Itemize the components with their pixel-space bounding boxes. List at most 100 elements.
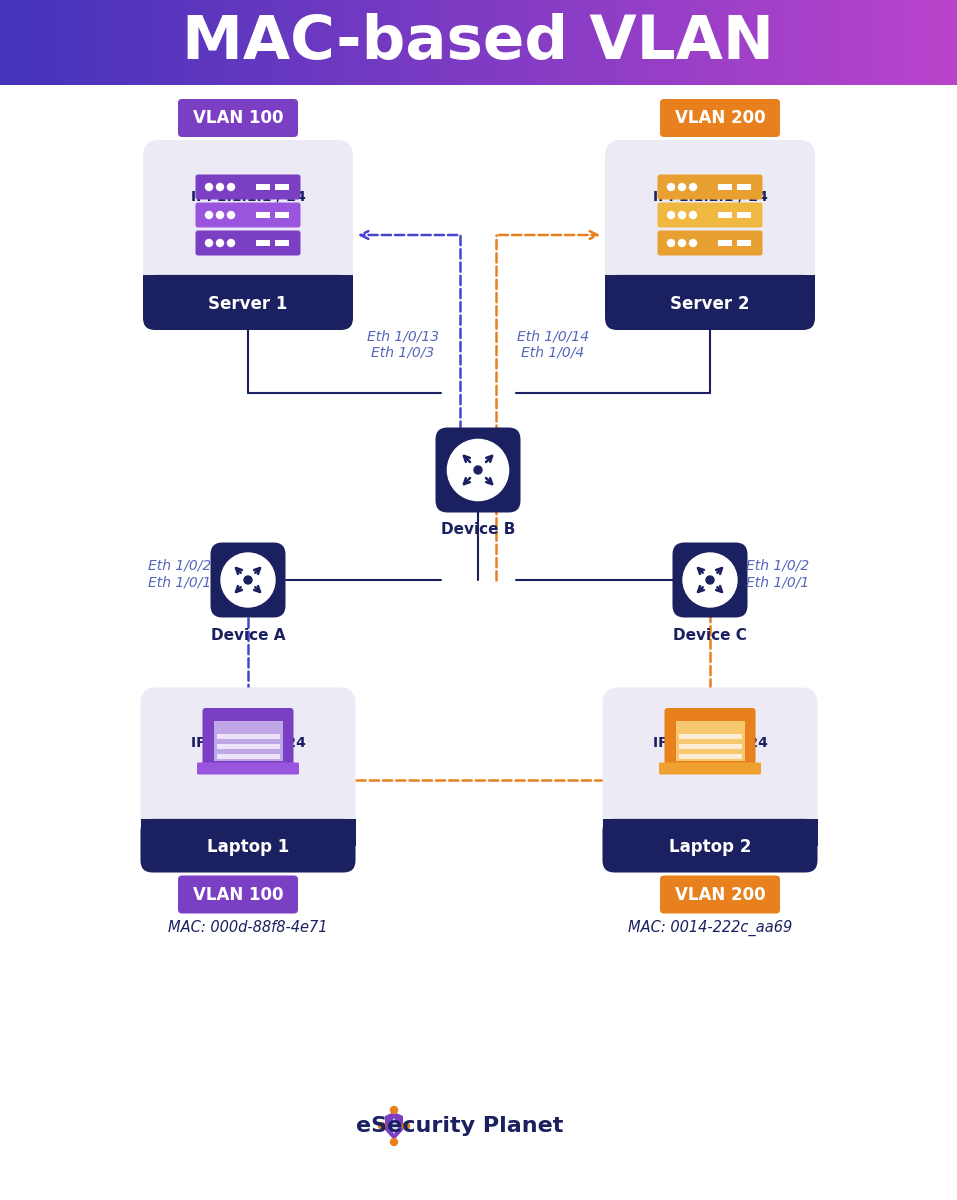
Circle shape (474, 466, 482, 474)
Circle shape (667, 211, 675, 218)
FancyBboxPatch shape (195, 230, 300, 256)
Circle shape (689, 184, 697, 191)
Text: VLAN 200: VLAN 200 (675, 109, 766, 127)
Circle shape (689, 240, 697, 246)
Bar (679, 744, 742, 749)
Text: Device C: Device C (673, 628, 746, 642)
FancyBboxPatch shape (195, 203, 300, 228)
Text: MAC: 000d-88f8-4e71: MAC: 000d-88f8-4e71 (168, 920, 327, 935)
Circle shape (448, 439, 508, 500)
FancyBboxPatch shape (603, 818, 817, 872)
Circle shape (683, 553, 737, 607)
Text: VLAN 100: VLAN 100 (192, 109, 283, 127)
Circle shape (679, 240, 685, 246)
Circle shape (379, 1122, 386, 1129)
Bar (679, 734, 742, 739)
FancyBboxPatch shape (659, 762, 761, 774)
Bar (216, 754, 279, 758)
Text: Eth 1/0/2
Eth 1/0/1: Eth 1/0/2 Eth 1/0/1 (148, 559, 211, 589)
Text: Device A: Device A (211, 628, 285, 642)
Text: Server 2: Server 2 (670, 294, 749, 312)
Text: IP: 1.1.1.2 / 24: IP: 1.1.1.2 / 24 (190, 736, 305, 750)
Bar (275, 184, 289, 190)
FancyBboxPatch shape (657, 230, 763, 256)
Circle shape (244, 576, 252, 584)
Circle shape (206, 240, 212, 246)
Bar (676, 721, 745, 761)
Polygon shape (385, 1112, 403, 1140)
FancyBboxPatch shape (657, 174, 763, 199)
Text: VLAN 200: VLAN 200 (675, 886, 766, 904)
Circle shape (679, 184, 685, 191)
Bar (256, 240, 270, 246)
FancyBboxPatch shape (605, 140, 815, 330)
FancyBboxPatch shape (141, 818, 355, 872)
Text: Eth 1/0/14
Eth 1/0/4: Eth 1/0/14 Eth 1/0/4 (517, 329, 590, 360)
Bar (256, 184, 270, 190)
Bar (737, 212, 751, 218)
Text: Device B: Device B (441, 522, 515, 538)
Circle shape (667, 240, 675, 246)
Text: Server 1: Server 1 (209, 294, 288, 312)
FancyBboxPatch shape (603, 688, 817, 872)
Text: IP: 1.1.2.2 / 24: IP: 1.1.2.2 / 24 (653, 736, 768, 750)
Bar (718, 184, 732, 190)
Circle shape (206, 184, 212, 191)
Text: Eth 1/0/2
Eth 1/0/1: Eth 1/0/2 Eth 1/0/1 (746, 559, 810, 589)
Circle shape (706, 576, 714, 584)
Circle shape (206, 211, 212, 218)
FancyBboxPatch shape (664, 708, 755, 772)
FancyBboxPatch shape (657, 203, 763, 228)
Circle shape (390, 1106, 397, 1114)
Bar (275, 212, 289, 218)
Text: MAC-based VLAN: MAC-based VLAN (182, 13, 774, 72)
FancyBboxPatch shape (178, 98, 298, 137)
Circle shape (228, 184, 234, 191)
Bar (275, 240, 289, 246)
FancyBboxPatch shape (178, 876, 298, 913)
Circle shape (216, 184, 224, 191)
Text: eSecurity Planet: eSecurity Planet (356, 1116, 564, 1136)
FancyBboxPatch shape (143, 140, 353, 330)
Circle shape (403, 1122, 410, 1129)
Text: IP: 1.1.2.1 / 24: IP: 1.1.2.1 / 24 (653, 190, 768, 204)
FancyBboxPatch shape (673, 542, 747, 618)
Bar (141, 818, 355, 846)
Circle shape (216, 211, 224, 218)
Bar (603, 818, 817, 846)
Polygon shape (389, 1118, 399, 1134)
Text: IP: 1.1.1.1 / 24: IP: 1.1.1.1 / 24 (190, 190, 305, 204)
Bar (737, 240, 751, 246)
Bar (605, 275, 815, 302)
Bar (216, 744, 279, 749)
Circle shape (221, 553, 275, 607)
Bar (718, 240, 732, 246)
Bar (718, 212, 732, 218)
Circle shape (689, 211, 697, 218)
Bar (679, 754, 742, 758)
FancyBboxPatch shape (660, 98, 780, 137)
Circle shape (228, 240, 234, 246)
Text: Laptop 2: Laptop 2 (669, 838, 751, 856)
Bar (213, 721, 282, 761)
FancyBboxPatch shape (197, 762, 299, 774)
Text: VLAN 100: VLAN 100 (192, 886, 283, 904)
Bar (216, 734, 279, 739)
Bar (256, 212, 270, 218)
FancyBboxPatch shape (141, 688, 355, 872)
Bar (143, 275, 353, 302)
FancyBboxPatch shape (203, 708, 294, 772)
FancyBboxPatch shape (605, 275, 815, 330)
Bar (737, 184, 751, 190)
Circle shape (216, 240, 224, 246)
FancyBboxPatch shape (195, 174, 300, 199)
Circle shape (667, 184, 675, 191)
FancyBboxPatch shape (143, 275, 353, 330)
Circle shape (679, 211, 685, 218)
FancyBboxPatch shape (660, 876, 780, 913)
Circle shape (390, 1139, 397, 1146)
Text: Eth 1/0/13
Eth 1/0/3: Eth 1/0/13 Eth 1/0/3 (367, 329, 439, 360)
FancyBboxPatch shape (435, 427, 521, 512)
Text: Laptop 1: Laptop 1 (207, 838, 289, 856)
Circle shape (228, 211, 234, 218)
